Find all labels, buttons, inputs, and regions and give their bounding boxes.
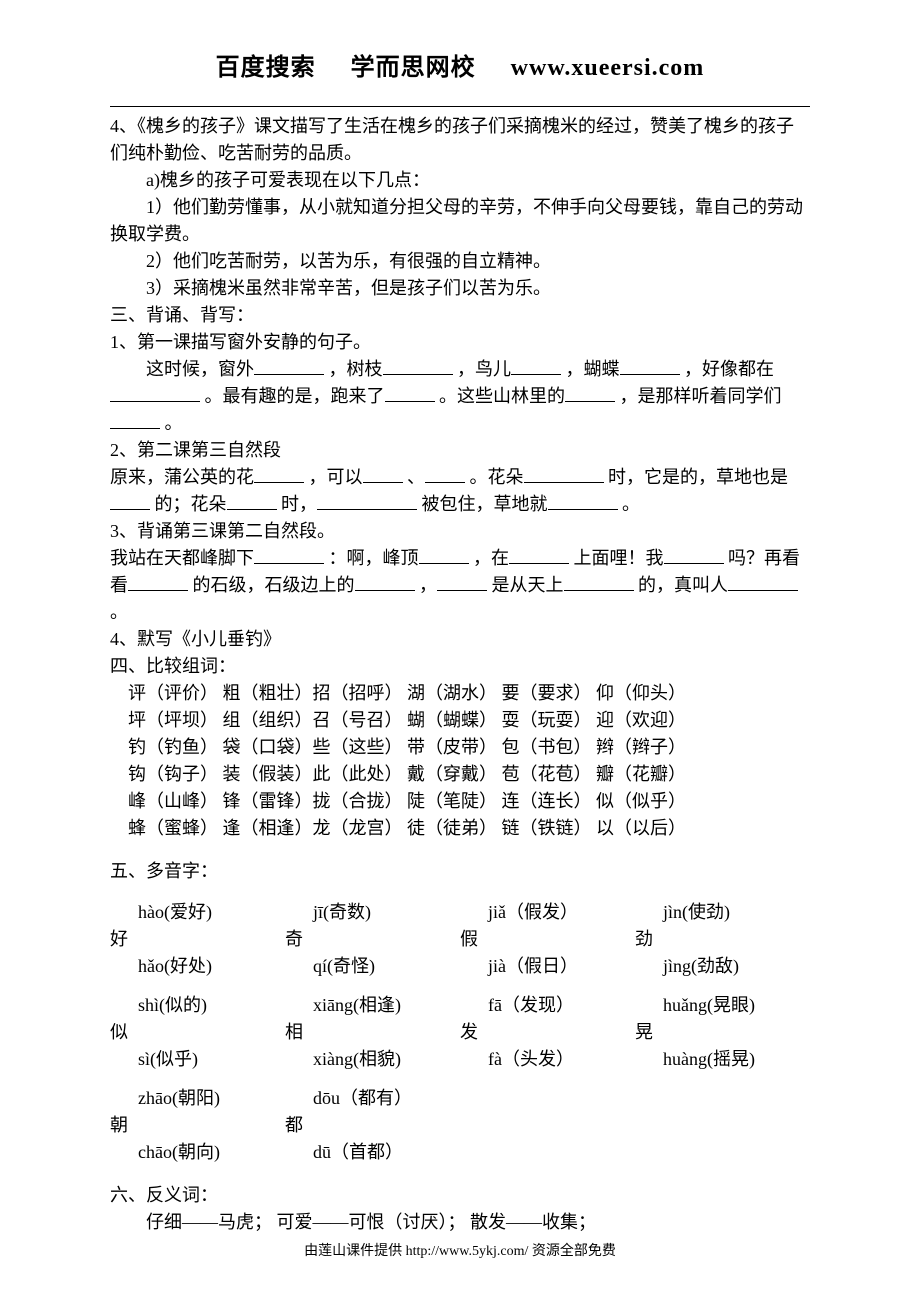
blank[interactable]: [511, 374, 561, 375]
divider: [110, 106, 810, 107]
blank[interactable]: [254, 374, 324, 375]
blank[interactable]: [728, 590, 798, 591]
blank[interactable]: [363, 482, 403, 483]
poly-reading: huǎng(晃眼): [635, 992, 810, 1019]
poly-char: 劲: [635, 926, 810, 953]
poly-cell: huǎng(晃眼)晃huàng(摇晃): [635, 992, 810, 1073]
poly-char: 相: [285, 1019, 460, 1046]
blank[interactable]: [383, 374, 453, 375]
blank[interactable]: [664, 563, 724, 564]
blank[interactable]: [509, 563, 569, 564]
blank[interactable]: [548, 509, 618, 510]
blank[interactable]: [227, 509, 277, 510]
poly-char: 发: [460, 1019, 635, 1046]
poly-reading: dōu（都有）: [285, 1085, 460, 1112]
comp-row: 坪（坪坝） 组（组织）召（号召） 蝴（蝴蝶） 耍（玩耍） 迎（欢迎）: [128, 707, 810, 734]
header-b: 学而思网校: [351, 55, 476, 81]
poly-cell: xiāng(相逢)相xiàng(相貌): [285, 992, 460, 1073]
header-c: www.xueersi.com: [511, 55, 705, 81]
page-header: 百度搜索 学而思网校 www.xueersi.com: [110, 50, 810, 86]
blank[interactable]: [524, 482, 604, 483]
blank[interactable]: [419, 563, 469, 564]
comp-row: 钓（钓鱼） 袋（口袋）些（这些） 带（皮带） 包（书包） 辫（辫子）: [128, 734, 810, 761]
poly-reading: fà（头发）: [460, 1046, 635, 1073]
b3-body: 我站在天都峰脚下 ：啊，峰顶 ，在 上面哩！我 吗？再看看 的石级，石级边上的 …: [110, 545, 810, 626]
blank[interactable]: [385, 401, 435, 402]
section5-title: 五、多音字：: [110, 858, 810, 885]
comp-row: 峰（山峰） 锋（雷锋）拢（合拢） 陡（笔陡） 连（连长） 似（似乎）: [128, 788, 810, 815]
poly-cell: dōu（都有）都dū（首都）: [285, 1085, 460, 1166]
section3-title: 三、背诵、背写：: [110, 302, 810, 329]
b1-title: 1、第一课描写窗外安静的句子。: [110, 329, 810, 356]
poly-cell: jī(奇数)奇qí(奇怪): [285, 899, 460, 980]
comparison-table: 评（评价） 粗（粗壮）招（招呼） 湖（湖水） 要（要求） 仰（仰头） 坪（坪坝）…: [110, 680, 810, 842]
poly-reading: qí(奇怪): [285, 953, 460, 980]
poly-reading: dū（首都）: [285, 1139, 460, 1166]
poly-reading: jià（假日）: [460, 953, 635, 980]
b2-body: 原来，蒲公英的花 ，可以 、 。花朵 时，它是的，草地也是 的；花朵 时， 被包…: [110, 464, 810, 518]
section6-title: 六、反义词：: [110, 1182, 810, 1209]
poly-cell: jìn(使劲)劲jìng(劲敌): [635, 899, 810, 980]
poly-reading: jiǎ（假发）: [460, 899, 635, 926]
poly-char: 奇: [285, 926, 460, 953]
blank[interactable]: [317, 509, 417, 510]
blank[interactable]: [110, 428, 160, 429]
blank[interactable]: [425, 482, 465, 483]
header-a: 百度搜索: [216, 55, 316, 81]
poly-char: 都: [285, 1112, 460, 1139]
poly-cell: jiǎ（假发）假jià（假日）: [460, 899, 635, 980]
poly-cell: zhāo(朝阳)朝chāo(朝向): [110, 1085, 285, 1166]
poly-char: 好: [110, 926, 285, 953]
blank[interactable]: [110, 509, 150, 510]
blank[interactable]: [437, 590, 487, 591]
poly-reading: zhāo(朝阳): [110, 1085, 285, 1112]
poly-char: 似: [110, 1019, 285, 1046]
poly-reading: xiàng(相貌): [285, 1046, 460, 1073]
blank[interactable]: [128, 590, 188, 591]
poly-reading: chāo(朝向): [110, 1139, 285, 1166]
poly-reading: shì(似的): [110, 992, 285, 1019]
section4-p1: 1）他们勤劳懂事，从小就知道分担父母的辛劳，不伸手向父母要钱，靠自己的劳动换取学…: [110, 194, 810, 248]
poly-row: shì(似的)似sì(似乎)xiāng(相逢)相xiàng(相貌)fā（发现）发…: [110, 992, 810, 1073]
poly-reading: jìng(劲敌): [635, 953, 810, 980]
polyphone-table: hào(爱好)好hǎo(好处)jī(奇数)奇qí(奇怪)jiǎ（假发）假jià（…: [110, 899, 810, 1166]
b3-title: 3、背诵第三课第二自然段。: [110, 518, 810, 545]
blank[interactable]: [355, 590, 415, 591]
poly-reading: huàng(摇晃): [635, 1046, 810, 1073]
blank[interactable]: [565, 401, 615, 402]
blank[interactable]: [110, 401, 200, 402]
blank[interactable]: [564, 590, 634, 591]
poly-char: 朝: [110, 1112, 285, 1139]
poly-cell: shì(似的)似sì(似乎): [110, 992, 285, 1073]
antonyms: 仔细——马虎； 可爱——可恨（讨厌）； 散发——收集；: [110, 1209, 810, 1236]
poly-cell: fā（发现）发fà（头发）: [460, 992, 635, 1073]
blank[interactable]: [620, 374, 680, 375]
poly-reading: sì(似乎): [110, 1046, 285, 1073]
poly-row: hào(爱好)好hǎo(好处)jī(奇数)奇qí(奇怪)jiǎ（假发）假jià（…: [110, 899, 810, 980]
section4-title: 四、比较组词：: [110, 653, 810, 680]
poly-reading: jìn(使劲): [635, 899, 810, 926]
poly-char: 假: [460, 926, 635, 953]
section4-p3: 3）采摘槐米虽然非常辛苦，但是孩子们以苦为乐。: [110, 275, 810, 302]
blank[interactable]: [254, 482, 304, 483]
section4-line1: 4、《槐乡的孩子》课文描写了生活在槐乡的孩子们采摘槐米的经过，赞美了槐乡的孩子们…: [110, 113, 810, 167]
poly-row: zhāo(朝阳)朝chāo(朝向)dōu（都有）都dū（首都）: [110, 1085, 810, 1166]
poly-reading: hào(爱好): [110, 899, 285, 926]
poly-cell: hào(爱好)好hǎo(好处): [110, 899, 285, 980]
b4: 4、默写《小儿垂钓》: [110, 626, 810, 653]
comp-row: 钩（钩子） 装（假装）此（此处） 戴（穿戴） 苞（花苞） 瓣（花瓣）: [128, 761, 810, 788]
section4-p2: 2）他们吃苦耐劳，以苦为乐，有很强的自立精神。: [110, 248, 810, 275]
poly-reading: jī(奇数): [285, 899, 460, 926]
comp-row: 评（评价） 粗（粗壮）招（招呼） 湖（湖水） 要（要求） 仰（仰头）: [128, 680, 810, 707]
poly-reading: hǎo(好处): [110, 953, 285, 980]
comp-row: 蜂（蜜蜂） 逢（相逢）龙（龙宫） 徒（徒弟） 链（铁链） 以（以后）: [128, 815, 810, 842]
b2-title: 2、第二课第三自然段: [110, 437, 810, 464]
poly-reading: xiāng(相逢): [285, 992, 460, 1019]
poly-reading: fā（发现）: [460, 992, 635, 1019]
page-footer: 由莲山课件提供 http://www.5ykj.com/ 资源全部免费: [0, 1241, 920, 1262]
blank[interactable]: [254, 563, 324, 564]
section4-a: a)槐乡的孩子可爱表现在以下几点：: [110, 167, 810, 194]
poly-char: 晃: [635, 1019, 810, 1046]
b1-body: 这时候，窗外 ，树枝 ，鸟儿 ，蝴蝶 ，好像都在 。最有趣的是，跑来了 。这些山…: [110, 356, 810, 437]
